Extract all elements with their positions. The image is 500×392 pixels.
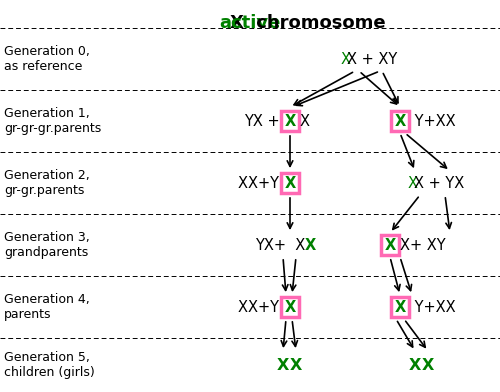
Bar [391, 297, 409, 317]
Text: X + YX: X + YX [414, 176, 464, 191]
Text: X: X [284, 114, 296, 129]
Text: X: X [284, 176, 296, 191]
Text: X: X [230, 14, 250, 32]
Text: YX +: YX + [244, 114, 284, 129]
Bar [381, 235, 399, 255]
Text: X: X [284, 299, 296, 314]
Bar [281, 111, 299, 131]
Text: Y+XX: Y+XX [410, 114, 456, 129]
Text: X: X [384, 238, 396, 252]
Text: Generation 2,
gr-gr.parents: Generation 2, gr-gr.parents [4, 169, 90, 197]
Text: X: X [290, 358, 302, 372]
Text: X+ XY: X+ XY [400, 238, 446, 252]
Text: XX+Y: XX+Y [238, 176, 284, 191]
Text: YX+  X: YX+ X [255, 238, 305, 252]
Text: Generation 4,
parents: Generation 4, parents [4, 293, 90, 321]
Text: X: X [394, 299, 406, 314]
Bar [391, 111, 409, 131]
Text: active: active [220, 14, 280, 32]
Text: X: X [305, 238, 316, 252]
Text: X + XY: X + XY [346, 51, 397, 67]
Text: X: X [422, 358, 434, 372]
Text: X: X [340, 51, 350, 67]
Text: X: X [407, 176, 417, 191]
Text: Y+XX: Y+XX [410, 299, 456, 314]
Text: X: X [409, 358, 421, 372]
Text: XX+Y: XX+Y [238, 299, 284, 314]
Text: X: X [277, 358, 289, 372]
Text: chromosome: chromosome [250, 14, 386, 32]
Text: Generation 5,
children (girls): Generation 5, children (girls) [4, 351, 95, 379]
Text: X: X [300, 114, 310, 129]
Text: Generation 1,
gr-gr-gr.parents: Generation 1, gr-gr-gr.parents [4, 107, 101, 135]
Bar [281, 297, 299, 317]
Text: X: X [394, 114, 406, 129]
Bar [281, 173, 299, 193]
Text: Generation 0,
as reference: Generation 0, as reference [4, 45, 90, 73]
Text: Generation 3,
grandparents: Generation 3, grandparents [4, 231, 90, 259]
